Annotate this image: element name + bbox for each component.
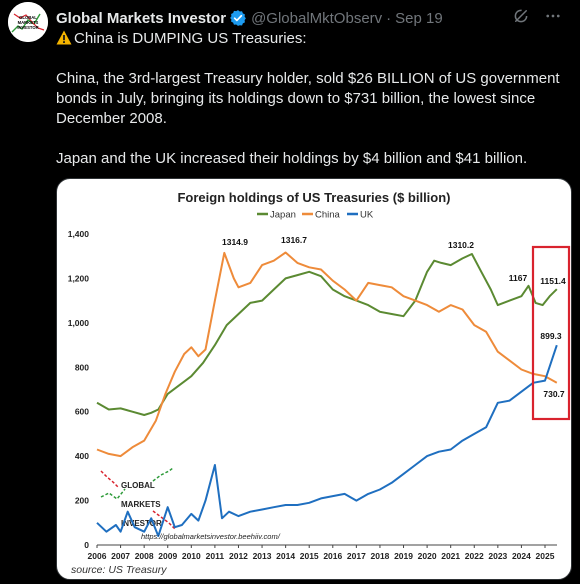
x-tick-label: 2018 xyxy=(370,551,389,561)
x-tick-label: 2019 xyxy=(394,551,413,561)
annotation-japan-2021-peak: 1310.2 xyxy=(448,240,474,250)
x-axis-ticks: 2006 2007 2008 2009 2010 2011 2012 2013 2014 2015… xyxy=(88,545,555,561)
watermark-line-2: MARKETS xyxy=(121,500,161,509)
tweet-media-chart[interactable]: Foreign holdings of US Treasuries ($ bil… xyxy=(56,178,572,580)
annotation-japan-2024: 1167 xyxy=(509,273,528,283)
x-tick-label: 2025 xyxy=(536,551,555,561)
series-line-china xyxy=(96,251,558,458)
x-tick-label: 2010 xyxy=(182,551,201,561)
x-tick-label: 2021 xyxy=(441,551,460,561)
avatar-text-3: INVESTOR xyxy=(17,25,38,30)
holdings-chart: Foreign holdings of US Treasuries ($ bil… xyxy=(68,190,571,576)
y-tick-label: 600 xyxy=(75,407,89,417)
separator: · xyxy=(386,9,392,27)
y-tick-label: 800 xyxy=(75,362,89,372)
display-name[interactable]: Global Markets Investor xyxy=(56,9,227,27)
chart-annotations: 1314.9 1316.7 1310.2 1167 1151.4 899.3 7… xyxy=(222,235,566,399)
legend-japan: Japan xyxy=(270,210,296,221)
tweet-paragraph-2: China, the 3rd-largest Treasury holder, … xyxy=(56,70,560,127)
grok-icon[interactable] xyxy=(512,7,530,29)
tweet-text: China is DUMPING US Treasuries: China, t… xyxy=(56,29,572,169)
avatar[interactable]: GLOBAL MARKETS INVESTOR xyxy=(8,2,48,42)
x-tick-label: 2008 xyxy=(135,551,154,561)
annotation-japan-latest: 1151.4 xyxy=(540,276,566,286)
chart-source: source: US Treasury xyxy=(71,564,167,576)
watermark-logo: GLOBAL MARKETS INVESTOR xyxy=(100,467,176,530)
tweet-paragraph-1: China is DUMPING US Treasuries: xyxy=(74,30,307,47)
avatar-text-1: GLOBAL xyxy=(19,15,37,20)
tweet-header: Global Markets Investor @GlobalMktObserv… xyxy=(56,7,570,29)
chart-series xyxy=(96,251,558,538)
x-tick-label: 2014 xyxy=(276,551,295,561)
x-tick-label: 2024 xyxy=(512,551,531,561)
x-tick-label: 2020 xyxy=(418,551,437,561)
watermark-url: https://globalmarketsinvestor.beehiiv.co… xyxy=(141,532,281,541)
annotation-china-latest: 730.7 xyxy=(543,389,565,399)
watermark-line-1: GLOBAL xyxy=(121,481,155,490)
warning-icon xyxy=(56,30,72,45)
y-tick-label: 1,400 xyxy=(68,229,90,239)
chart-legend: Japan China UK xyxy=(257,210,374,221)
highlight-box xyxy=(531,245,571,421)
annotation-uk-latest: 899.3 xyxy=(540,331,562,341)
x-tick-label: 2006 xyxy=(88,551,107,561)
more-icon[interactable] xyxy=(544,7,562,29)
x-tick-label: 2007 xyxy=(111,551,130,561)
annotation-china-2011-peak: 1314.9 xyxy=(222,237,248,247)
x-tick-label: 2015 xyxy=(300,551,319,561)
y-tick-label: 200 xyxy=(75,496,89,506)
x-tick-label: 2023 xyxy=(488,551,507,561)
legend-uk: UK xyxy=(360,210,374,221)
x-tick-label: 2011 xyxy=(206,551,225,561)
verified-badge-icon[interactable] xyxy=(229,9,247,27)
y-tick-label: 1,200 xyxy=(68,273,90,283)
y-tick-label: 1,000 xyxy=(68,318,90,328)
x-tick-label: 2016 xyxy=(323,551,342,561)
series-line-japan xyxy=(96,253,558,416)
x-tick-label: 2022 xyxy=(465,551,484,561)
x-tick-label: 2017 xyxy=(347,551,366,561)
y-tick-label: 400 xyxy=(75,451,89,461)
x-tick-label: 2013 xyxy=(253,551,272,561)
y-axis-ticks: 0 200 400 600 800 1,000 1,200 1,400 xyxy=(68,229,90,550)
x-tick-label: 2009 xyxy=(158,551,177,561)
annotation-china-2014-peak: 1316.7 xyxy=(281,235,307,245)
legend-china: China xyxy=(315,210,341,221)
chart-title: Foreign holdings of US Treasuries ($ bil… xyxy=(177,190,450,205)
tweet-paragraph-3: Japan and the UK increased their holding… xyxy=(56,150,528,167)
handle[interactable]: @GlobalMktObserv xyxy=(251,9,383,27)
watermark-line-3: INVESTOR xyxy=(121,519,162,528)
y-tick-label: 0 xyxy=(84,540,89,550)
tweet-headline: China is DUMPING US Treasuries: xyxy=(56,29,572,49)
x-tick-label: 2012 xyxy=(229,551,248,561)
tweet-date[interactable]: Sep 19 xyxy=(395,9,443,27)
series-line-uk xyxy=(96,344,558,538)
avatar-text-2: MARKETS xyxy=(18,20,39,25)
